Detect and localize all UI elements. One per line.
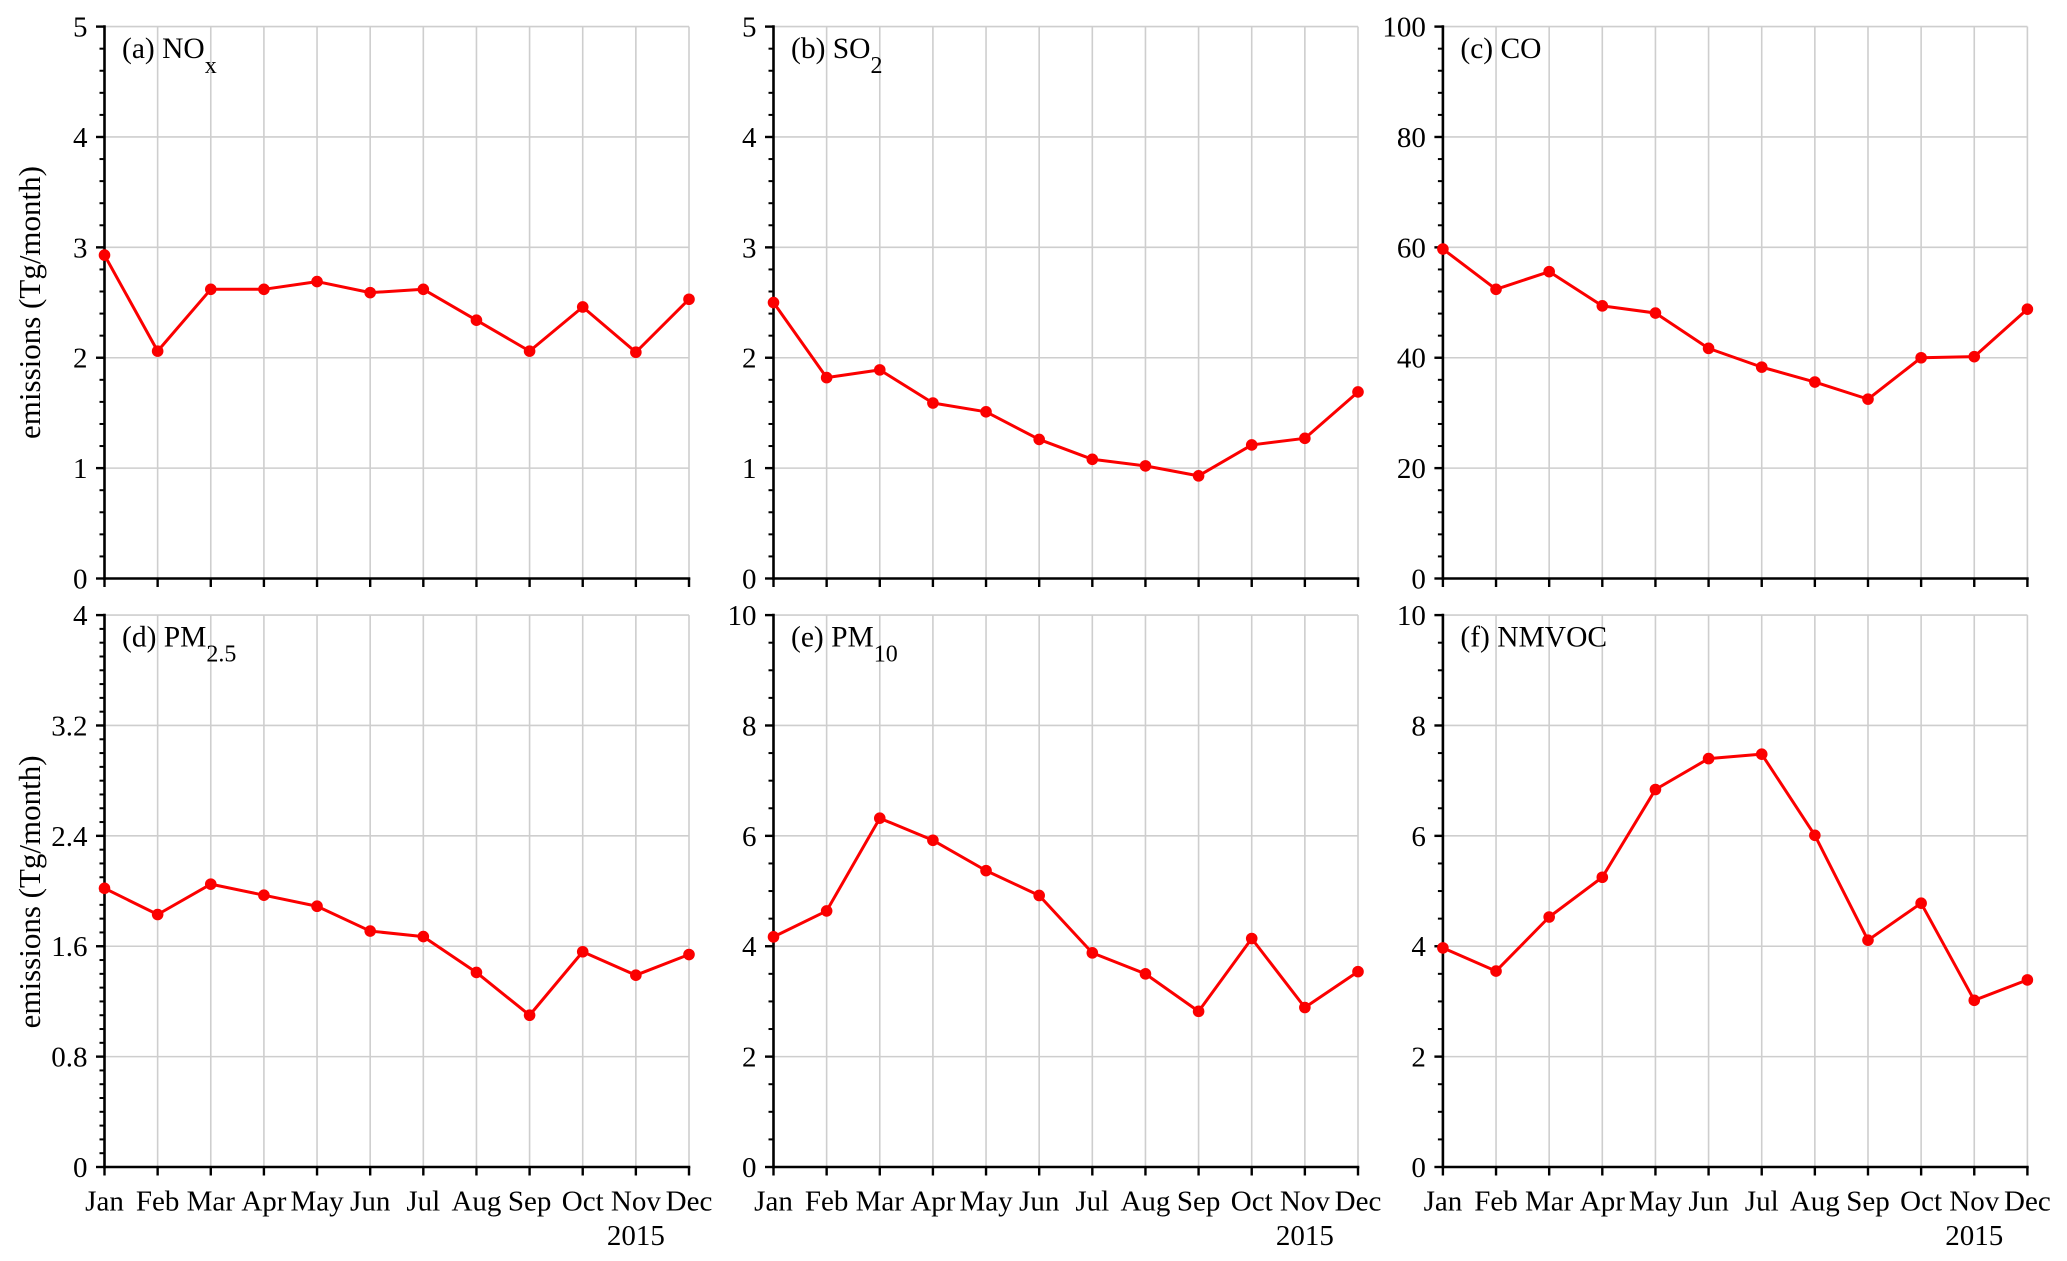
svg-text:May: May	[959, 1186, 1013, 1218]
svg-text:Aug: Aug	[1120, 1186, 1170, 1218]
svg-text:1: 1	[73, 453, 88, 485]
svg-text:Dec: Dec	[1335, 1186, 1382, 1218]
svg-text:Oct: Oct	[1900, 1186, 1942, 1218]
svg-text:Nov: Nov	[1949, 1186, 1999, 1218]
svg-text:100: 100	[1382, 12, 1426, 44]
svg-text:Oct: Oct	[1231, 1186, 1273, 1218]
svg-text:Jul: Jul	[1075, 1186, 1109, 1218]
svg-text:8: 8	[1411, 710, 1426, 742]
svg-text:Apr: Apr	[241, 1186, 286, 1218]
svg-text:Sep: Sep	[508, 1186, 552, 1218]
svg-text:8: 8	[742, 710, 757, 742]
svg-text:2015: 2015	[1945, 1220, 2003, 1252]
svg-text:0: 0	[742, 564, 757, 596]
svg-text:May: May	[290, 1186, 344, 1218]
svg-text:Feb: Feb	[1474, 1186, 1518, 1218]
svg-text:emissions (Tg/month): emissions (Tg/month)	[12, 166, 47, 439]
svg-text:2015: 2015	[1276, 1220, 1334, 1252]
svg-text:3: 3	[742, 232, 757, 264]
svg-text:10: 10	[728, 600, 757, 632]
svg-text:Feb: Feb	[136, 1186, 180, 1218]
svg-text:0.8: 0.8	[51, 1042, 87, 1074]
svg-text:0: 0	[73, 564, 88, 596]
svg-text:2: 2	[1411, 1042, 1426, 1074]
svg-text:2: 2	[73, 343, 88, 375]
svg-text:2015: 2015	[607, 1220, 665, 1252]
svg-text:Mar: Mar	[187, 1186, 236, 1218]
svg-text:Jul: Jul	[1745, 1186, 1779, 1218]
svg-text:4: 4	[742, 122, 757, 154]
svg-text:(c) CO: (c) CO	[1460, 33, 1541, 65]
svg-text:Jun: Jun	[1688, 1186, 1729, 1218]
svg-text:Dec: Dec	[666, 1186, 713, 1218]
svg-text:2: 2	[742, 1042, 757, 1074]
svg-text:Dec: Dec	[2004, 1186, 2051, 1218]
svg-text:Mar: Mar	[1525, 1186, 1574, 1218]
svg-text:(f) NMVOC: (f) NMVOC	[1460, 622, 1607, 654]
svg-text:0: 0	[742, 1152, 757, 1184]
svg-text:20: 20	[1397, 453, 1426, 485]
svg-text:2.4: 2.4	[51, 821, 88, 853]
svg-text:4: 4	[73, 122, 88, 154]
svg-text:Jan: Jan	[1424, 1186, 1463, 1218]
svg-text:2: 2	[742, 343, 757, 375]
svg-text:Apr: Apr	[910, 1186, 955, 1218]
svg-text:Sep: Sep	[1846, 1186, 1890, 1218]
svg-text:Feb: Feb	[805, 1186, 849, 1218]
svg-text:Jun: Jun	[350, 1186, 391, 1218]
svg-text:Oct: Oct	[562, 1186, 604, 1218]
svg-text:5: 5	[742, 12, 757, 44]
svg-text:4: 4	[1411, 931, 1426, 963]
svg-text:4: 4	[742, 931, 757, 963]
svg-text:Aug: Aug	[451, 1186, 501, 1218]
svg-text:Mar: Mar	[856, 1186, 905, 1218]
svg-text:3.2: 3.2	[51, 710, 87, 742]
svg-text:6: 6	[1411, 821, 1426, 853]
svg-text:0: 0	[1411, 564, 1426, 596]
svg-text:Nov: Nov	[611, 1186, 661, 1218]
svg-text:Sep: Sep	[1177, 1186, 1221, 1218]
svg-text:Apr: Apr	[1580, 1186, 1625, 1218]
svg-text:Nov: Nov	[1280, 1186, 1330, 1218]
svg-text:0: 0	[73, 1152, 88, 1184]
svg-text:40: 40	[1397, 343, 1426, 375]
svg-text:0: 0	[1411, 1152, 1426, 1184]
svg-text:4: 4	[73, 600, 88, 632]
svg-text:emissions (Tg/month): emissions (Tg/month)	[12, 755, 47, 1028]
svg-text:Jun: Jun	[1019, 1186, 1060, 1218]
svg-text:6: 6	[742, 821, 757, 853]
svg-text:10: 10	[1397, 600, 1426, 632]
svg-text:Aug: Aug	[1790, 1186, 1840, 1218]
svg-text:May: May	[1629, 1186, 1683, 1218]
svg-text:80: 80	[1397, 122, 1426, 154]
svg-text:60: 60	[1397, 232, 1426, 264]
svg-text:1: 1	[742, 453, 757, 485]
svg-text:Jan: Jan	[754, 1186, 793, 1218]
svg-text:3: 3	[73, 232, 88, 264]
svg-text:Jul: Jul	[406, 1186, 440, 1218]
svg-text:Jan: Jan	[85, 1186, 124, 1218]
svg-text:1.6: 1.6	[51, 931, 87, 963]
svg-text:5: 5	[73, 12, 88, 44]
